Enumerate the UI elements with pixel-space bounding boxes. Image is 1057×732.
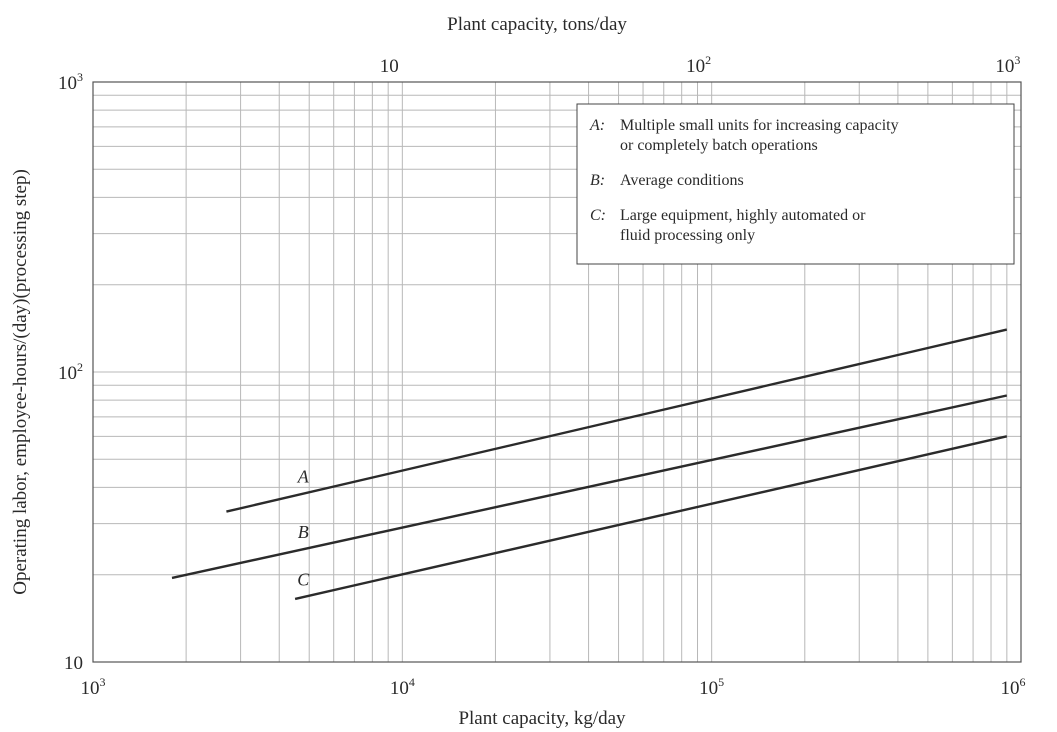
plot-frame [92, 81, 1022, 663]
tick-label-x2-2: 103 [995, 53, 1020, 77]
legend-items: A: Multiple small units for increasing ca… [589, 117, 899, 244]
tick-label-y-2: 103 [58, 70, 83, 94]
tick-label-x2-1: 102 [686, 53, 711, 77]
tick-label-x-1: 104 [390, 675, 415, 699]
tick-label-x-3: 106 [1001, 675, 1026, 699]
legend-box [576, 103, 1015, 265]
tick-label-x-2: 105 [699, 675, 724, 699]
legend-key-a: A: [589, 117, 605, 134]
tick-label-x2-0: 10 [380, 56, 399, 77]
curve-label-a: A [297, 466, 310, 486]
tick-label-x-0: 103 [81, 675, 106, 699]
curve-label-c: C [297, 570, 310, 590]
legend-text-a: Multiple small units for increasing capa… [620, 117, 899, 134]
x-axis-title: Plant capacity, kg/day [458, 708, 626, 729]
tick-label-y-1: 102 [58, 360, 83, 384]
curve-label-b: B [298, 522, 309, 542]
tick-label-y-0: 10 [64, 653, 83, 674]
legend-text-b: Average conditions [620, 172, 744, 189]
series-line-b [171, 394, 1008, 580]
y-axis-title: Operating labor, employee-hours/(day)(pr… [10, 169, 31, 595]
series-line-c [294, 435, 1008, 601]
legend-text-a: or completely batch operations [620, 137, 818, 154]
legend-text-c: Large equipment, highly automated or [620, 207, 866, 224]
legend-key-c: C: [590, 207, 606, 224]
x2-axis-title: Plant capacity, tons/day [447, 14, 627, 35]
legend-text-c: fluid processing only [620, 227, 755, 244]
series-layer: A B C [171, 328, 1008, 601]
legend: A: Multiple small units for increasing ca… [576, 103, 1015, 265]
legend-key-b: B: [590, 172, 605, 189]
series-line-a [226, 328, 1008, 513]
